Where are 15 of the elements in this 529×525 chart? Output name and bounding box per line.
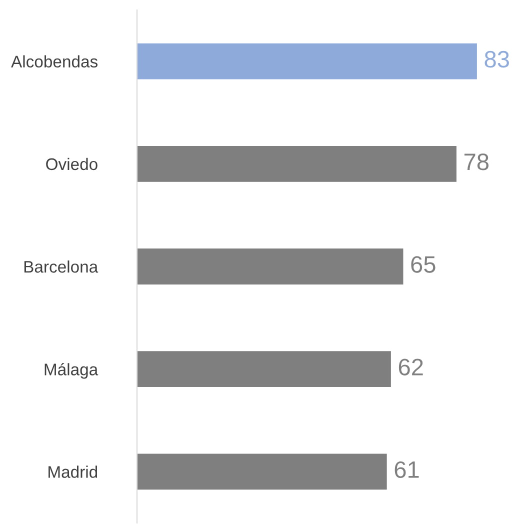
bar — [137, 351, 391, 388]
bar — [137, 454, 387, 490]
bar — [137, 248, 404, 284]
y-tick-label: Barcelona — [24, 260, 98, 273]
bar — [137, 43, 477, 80]
data-label: 83 — [484, 50, 509, 68]
data-label: 78 — [464, 154, 489, 170]
data-label: 65 — [411, 256, 436, 273]
data-label: 62 — [398, 358, 423, 376]
y-tick-label: Madrid — [48, 466, 98, 478]
bar — [137, 146, 456, 182]
data-label: 61 — [394, 461, 419, 478]
y-tick-label: Alcobendas — [11, 55, 98, 68]
y-tick-label: Málaga — [44, 362, 98, 379]
y-tick-label: Oviedo — [46, 158, 98, 170]
